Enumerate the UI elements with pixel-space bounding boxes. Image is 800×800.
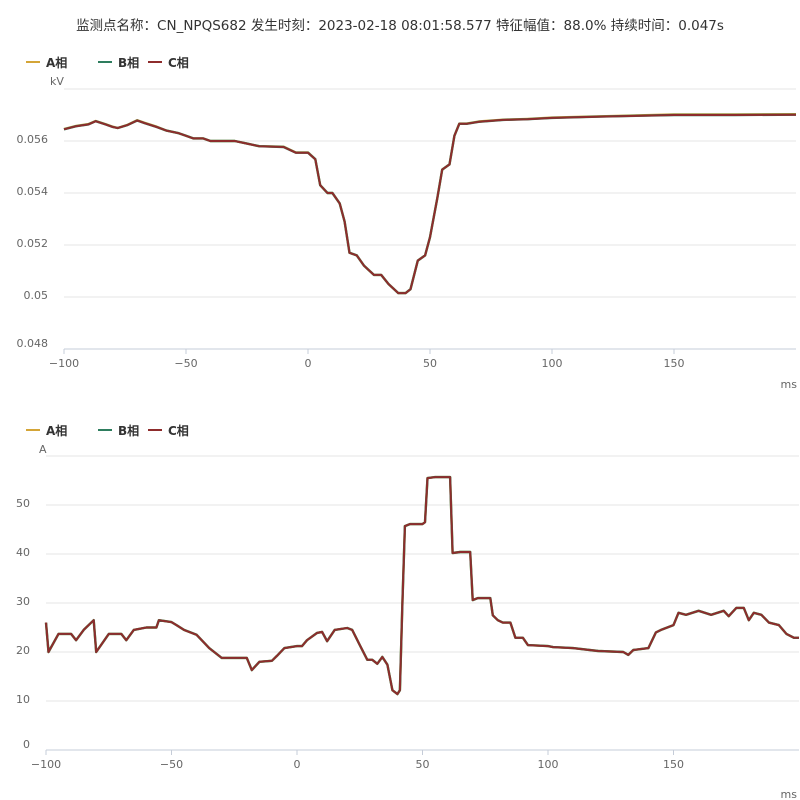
x-tick-label: −100 [49, 357, 79, 370]
legend-label: B相 [118, 423, 139, 438]
x-axis-unit: ms [781, 378, 798, 391]
x-tick-label: 0 [294, 758, 301, 771]
voltage-chart: 0.048 0.05 0.052 0.054 0.056 −100 −50 0 50 100 150… [17, 55, 798, 391]
y-tick-label: 30 [16, 595, 30, 608]
y-tick-label: 50 [16, 497, 30, 510]
x-tick-label: −50 [160, 758, 183, 771]
series-line-c [45, 476, 799, 696]
y-tick-label: 0.048 [17, 337, 49, 350]
y-tick-label: 10 [16, 693, 30, 706]
y-tick-label: 40 [16, 546, 30, 559]
legend-label: A相 [46, 55, 67, 70]
y-tick-label: 0.056 [17, 133, 49, 146]
legend-label: C相 [168, 423, 189, 438]
x-axis-unit: ms [781, 788, 798, 800]
series-line-b [44, 475, 799, 696]
legend-label: B相 [118, 55, 139, 70]
series-line-a [44, 475, 799, 696]
y-tick-label: 0.052 [17, 237, 49, 250]
current-chart: 0 10 20 30 40 50 −100 −50 0 50 100 150 ms A A相 B相 C相 [16, 423, 799, 800]
x-tick-label: 50 [416, 758, 430, 771]
chart-title: 监测点名称：CN_NPQS682 发生时刻：2023-02-18 08:01:5… [76, 18, 724, 34]
x-tick-label: −50 [174, 357, 197, 370]
legend-label: C相 [168, 55, 189, 70]
y-tick-label: 20 [16, 644, 30, 657]
legend-label: A相 [46, 423, 67, 438]
x-tick-label: 150 [664, 357, 685, 370]
x-tick-label: 100 [538, 758, 559, 771]
x-tick-label: 150 [663, 758, 684, 771]
y-tick-label: 0.054 [17, 185, 49, 198]
series-line-c [63, 113, 797, 295]
y-axis-unit: A [39, 443, 47, 456]
y-axis-unit: kV [50, 75, 64, 88]
x-tick-label: −100 [31, 758, 61, 771]
y-tick-label: 0.05 [24, 289, 49, 302]
y-tick-label: 0 [23, 738, 30, 751]
x-tick-label: 100 [542, 357, 563, 370]
x-tick-label: 50 [423, 357, 437, 370]
x-tick-label: 0 [305, 357, 312, 370]
